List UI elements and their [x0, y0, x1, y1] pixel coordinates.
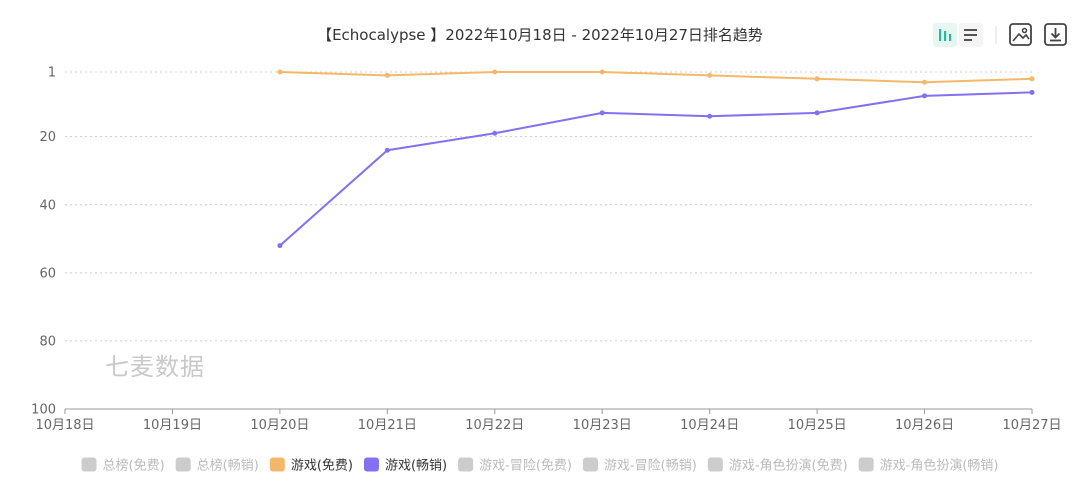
x-tick-label: 10月23日 [573, 418, 632, 433]
y-tick-label: 60 [39, 266, 56, 281]
legend-swatch [269, 457, 285, 472]
legend-swatch [707, 457, 723, 472]
series-point[interactable] [277, 69, 283, 75]
legend-item[interactable]: 游戏-冒险(免费) [458, 457, 572, 474]
legend-label: 游戏-角色扮演(免费) [729, 458, 848, 474]
series-point[interactable] [814, 76, 820, 82]
series-group [277, 69, 1035, 249]
y-tick-label: 40 [39, 198, 56, 213]
legend-swatch [582, 457, 598, 472]
x-tick-label: 10月26日 [895, 418, 954, 433]
legend-item[interactable]: 总榜(免费) [81, 457, 165, 474]
image-icon [1009, 23, 1032, 46]
series-point[interactable] [492, 69, 498, 75]
watermark: 七麦数据 [105, 353, 205, 381]
legend: 总榜(免费) 总榜(畅销) 游戏(免费) 游戏(畅销) 游戏-冒险(免费) 游戏-冒险(畅… [81, 457, 999, 474]
legend-label: 游戏(畅销) [385, 459, 447, 474]
legend-label: 游戏-角色扮演(畅销) [880, 458, 999, 474]
series-point[interactable] [384, 72, 390, 78]
legend-swatch [363, 457, 379, 472]
legend-swatch [81, 457, 97, 472]
legend-label: 游戏(免费) [291, 459, 353, 474]
grid-lines [65, 71, 1032, 342]
series-point[interactable] [1029, 76, 1035, 82]
x-tick-label: 10月20日 [250, 418, 309, 433]
x-tick-label: 10月18日 [35, 418, 94, 433]
series-point[interactable] [814, 110, 820, 116]
chart-title: 【Echocalypse 】2022年10月18日 - 2022年10月27日排… [317, 26, 763, 44]
legend-label: 总榜(畅销) [197, 458, 259, 474]
chart-toolbar [933, 23, 1067, 47]
save-image-button[interactable] [1009, 23, 1032, 46]
x-tick-label: 10月25日 [788, 418, 847, 433]
series-point[interactable] [599, 69, 605, 75]
series-point[interactable] [922, 79, 928, 85]
legend-swatch [458, 457, 474, 472]
y-axis: 1 20 40 60 80 100 [31, 66, 56, 418]
y-tick-label: 1 [48, 66, 56, 81]
legend-label: 总榜(免费) [103, 458, 165, 474]
bar-chart-icon [939, 29, 952, 41]
series-point[interactable] [384, 147, 390, 153]
series-point[interactable] [707, 72, 713, 78]
legend-swatch [175, 457, 191, 472]
y-tick-label: 100 [31, 403, 56, 418]
download-icon [1044, 23, 1067, 46]
legend-item[interactable]: 游戏-角色扮演(畅销) [858, 457, 999, 474]
legend-item[interactable]: 游戏-角色扮演(免费) [707, 457, 848, 474]
x-tick-label: 10月19日 [143, 418, 202, 433]
series-point[interactable] [277, 243, 283, 249]
bar-chart-toggle[interactable] [933, 23, 957, 47]
list-icon [964, 29, 977, 41]
x-tick-label: 10月21日 [358, 418, 417, 433]
legend-swatch [858, 457, 874, 472]
series-point[interactable] [707, 113, 713, 119]
legend-label: 游戏-冒险(畅销) [604, 459, 697, 474]
series-point[interactable] [922, 93, 928, 99]
x-axis: 10月18日 10月19日 10月20日 10月21日 10月22日 10月23日 10月2… [35, 408, 1062, 433]
series-point[interactable] [599, 110, 605, 116]
series-point[interactable] [1029, 89, 1035, 95]
download-button[interactable] [1044, 23, 1067, 46]
y-tick-label: 80 [39, 334, 56, 349]
y-tick-label: 20 [39, 130, 56, 145]
legend-item[interactable]: 游戏(畅销) [363, 457, 447, 474]
series-line-1 [279, 91, 1033, 247]
x-tick-label: 10月27日 [1002, 418, 1061, 433]
legend-item[interactable]: 总榜(畅销) [175, 457, 259, 474]
list-toggle[interactable] [959, 23, 983, 47]
x-tick-label: 10月22日 [465, 418, 524, 433]
series-point[interactable] [492, 130, 498, 136]
legend-item[interactable]: 游戏-冒险(畅销) [582, 457, 697, 474]
legend-item[interactable]: 游戏(免费) [269, 457, 353, 474]
series-line-0 [279, 71, 1033, 84]
x-tick-label: 10月24日 [680, 418, 739, 433]
legend-label: 游戏-冒险(免费) [479, 459, 572, 474]
